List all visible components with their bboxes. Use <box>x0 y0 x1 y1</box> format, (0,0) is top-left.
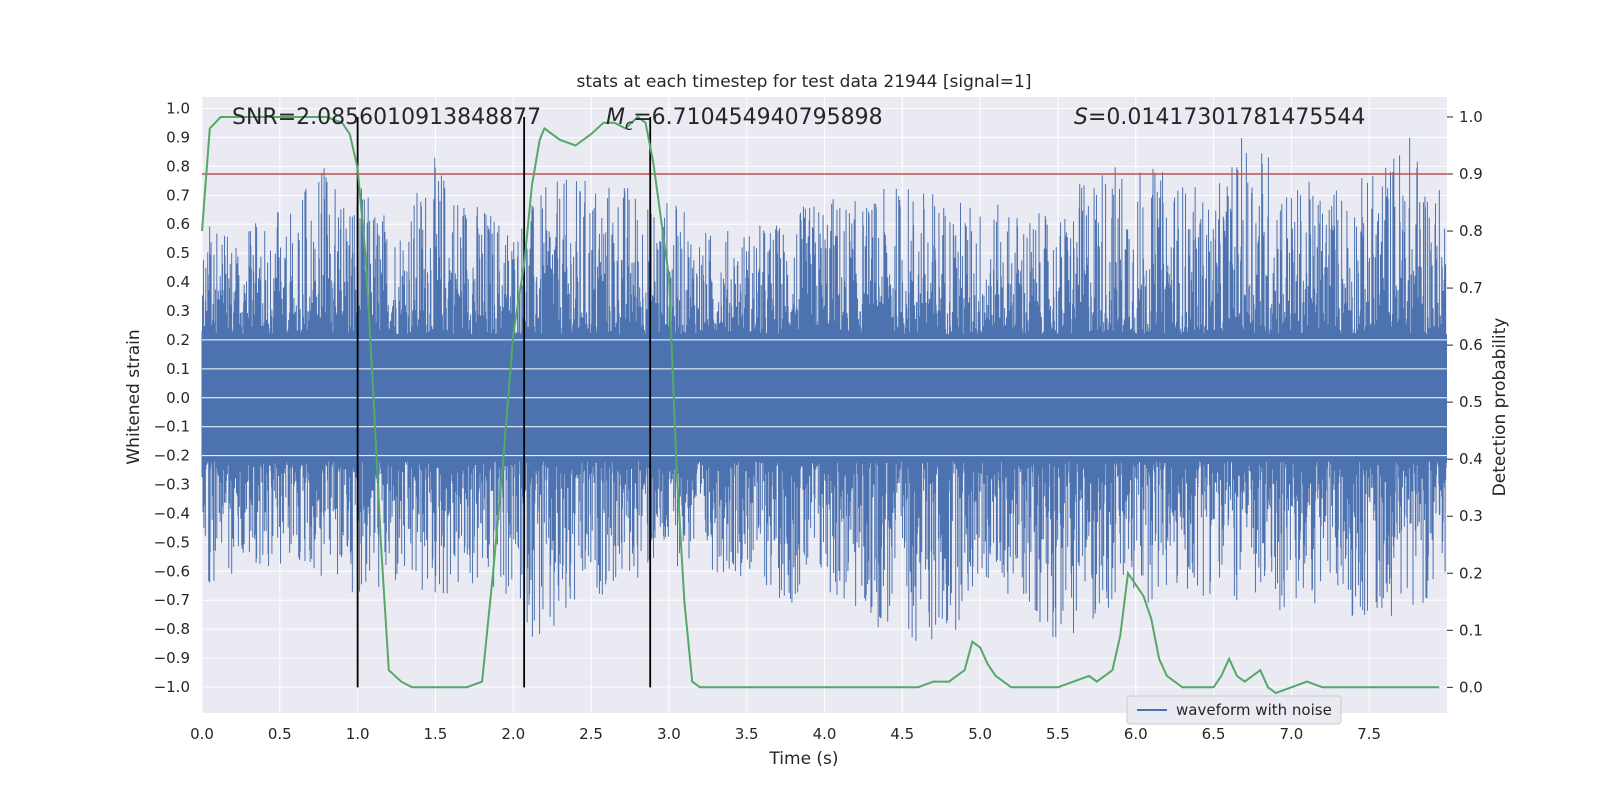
x-tick-label: 0.0 <box>190 725 214 743</box>
y-tick-label: −0.2 <box>154 447 190 465</box>
y2-tick-labels: 1.0 0.9 0.8 0.7 0.6 0.5 0.4 0.3 0.2 0.1 0.0 <box>1447 108 1483 696</box>
y-tick-label: −0.1 <box>154 418 190 436</box>
y-tick-label: −0.3 <box>154 476 190 494</box>
y-tick-label: 0.6 <box>166 215 190 233</box>
y2-tick-label: 0.9 <box>1459 165 1483 183</box>
y-tick-label: −0.5 <box>154 533 190 551</box>
y2-tick-label: 0.4 <box>1459 450 1483 468</box>
y-tick-label: 1.0 <box>166 100 190 118</box>
y-tick-label: 0.8 <box>166 157 190 175</box>
y2-tick-label: 0.5 <box>1459 393 1483 411</box>
vertical-markers <box>356 116 652 688</box>
x-tick-label: 2.0 <box>501 725 525 743</box>
x-tick-label: 1.0 <box>346 725 370 743</box>
chart-title: stats at each timestep for test data 219… <box>577 72 1032 92</box>
chirp-mass-symbol: M <box>606 105 625 130</box>
y-tick-label: 0.0 <box>166 389 190 407</box>
legend: waveform with noise <box>1126 695 1342 725</box>
x-tick-label: 1.5 <box>424 725 448 743</box>
y2-tick-label: 0.8 <box>1459 222 1483 240</box>
x-tick-label: 5.5 <box>1046 725 1070 743</box>
y-tick-label: 0.4 <box>166 273 190 291</box>
s-annotation: S=0.01417301781475544 <box>1074 105 1365 130</box>
y-tick-label: 0.9 <box>166 128 190 146</box>
x-axis-label: Time (s) <box>768 749 838 769</box>
x-tick-label: 7.0 <box>1279 725 1303 743</box>
y-tick-label: −0.7 <box>154 591 190 609</box>
y-tick-labels: 1.0 0.9 0.8 0.7 0.6 0.5 0.4 0.3 0.2 0.1 0.0 −0.1 −0.… <box>154 100 190 696</box>
legend-entry-waveform: waveform with noise <box>1176 701 1332 719</box>
s-symbol: S <box>1074 105 1088 130</box>
y2-tick-label: 0.0 <box>1459 678 1483 696</box>
y2-axis-label: Detection probability <box>1490 318 1510 497</box>
y-tick-label: −1.0 <box>154 678 190 696</box>
x-tick-label: 4.5 <box>890 725 914 743</box>
y-axis-label: Whitened strain <box>124 329 144 464</box>
y-tick-label: 0.7 <box>166 186 190 204</box>
x-tick-label: 4.0 <box>813 725 837 743</box>
x-tick-label: 5.0 <box>968 725 992 743</box>
x-tick-label: 6.5 <box>1202 725 1226 743</box>
x-tick-label: 3.0 <box>657 725 681 743</box>
chirp-mass-value: =6.710454940795898 <box>633 105 882 130</box>
snr-annotation: SNR=2.0856010913848877 <box>232 105 541 130</box>
chirp-mass-subscript: c <box>625 116 634 134</box>
waveform-series <box>201 137 1448 641</box>
y2-tick-label: 0.3 <box>1459 507 1483 525</box>
x-tick-label: 0.5 <box>268 725 292 743</box>
chirp-mass-annotation: Mc=6.710454940795898 <box>606 105 883 134</box>
y-tick-label: 0.1 <box>166 360 190 378</box>
y-tick-label: −0.9 <box>154 649 190 667</box>
y-tick-label: 0.3 <box>166 302 190 320</box>
detection-probability-line <box>201 115 1440 695</box>
y-tick-label: 0.2 <box>166 331 190 349</box>
s-value: =0.01417301781475544 <box>1088 105 1365 130</box>
y2-tick-label: 0.7 <box>1459 279 1483 297</box>
x-tick-label: 3.5 <box>735 725 759 743</box>
legend-box <box>1126 695 1342 725</box>
x-tick-label: 6.0 <box>1124 725 1148 743</box>
y2-tick-label: 0.2 <box>1459 564 1483 582</box>
y-tick-label: 0.5 <box>166 244 190 262</box>
y2-tick-label: 1.0 <box>1459 108 1483 126</box>
x-tick-labels: 0.0 0.5 1.0 1.5 2.0 2.5 3.0 3.5 4.0 4.5 5.0 5.5 6.0 6… <box>190 725 1381 743</box>
x-tick-label: 2.5 <box>579 725 603 743</box>
y2-tick-label: 0.1 <box>1459 621 1483 639</box>
x-tick-label: 7.5 <box>1357 725 1381 743</box>
y-tick-label: −0.4 <box>154 504 190 522</box>
y2-tick-label: 0.6 <box>1459 336 1483 354</box>
y-tick-label: −0.8 <box>154 620 190 638</box>
y-tick-label: −0.6 <box>154 562 190 580</box>
